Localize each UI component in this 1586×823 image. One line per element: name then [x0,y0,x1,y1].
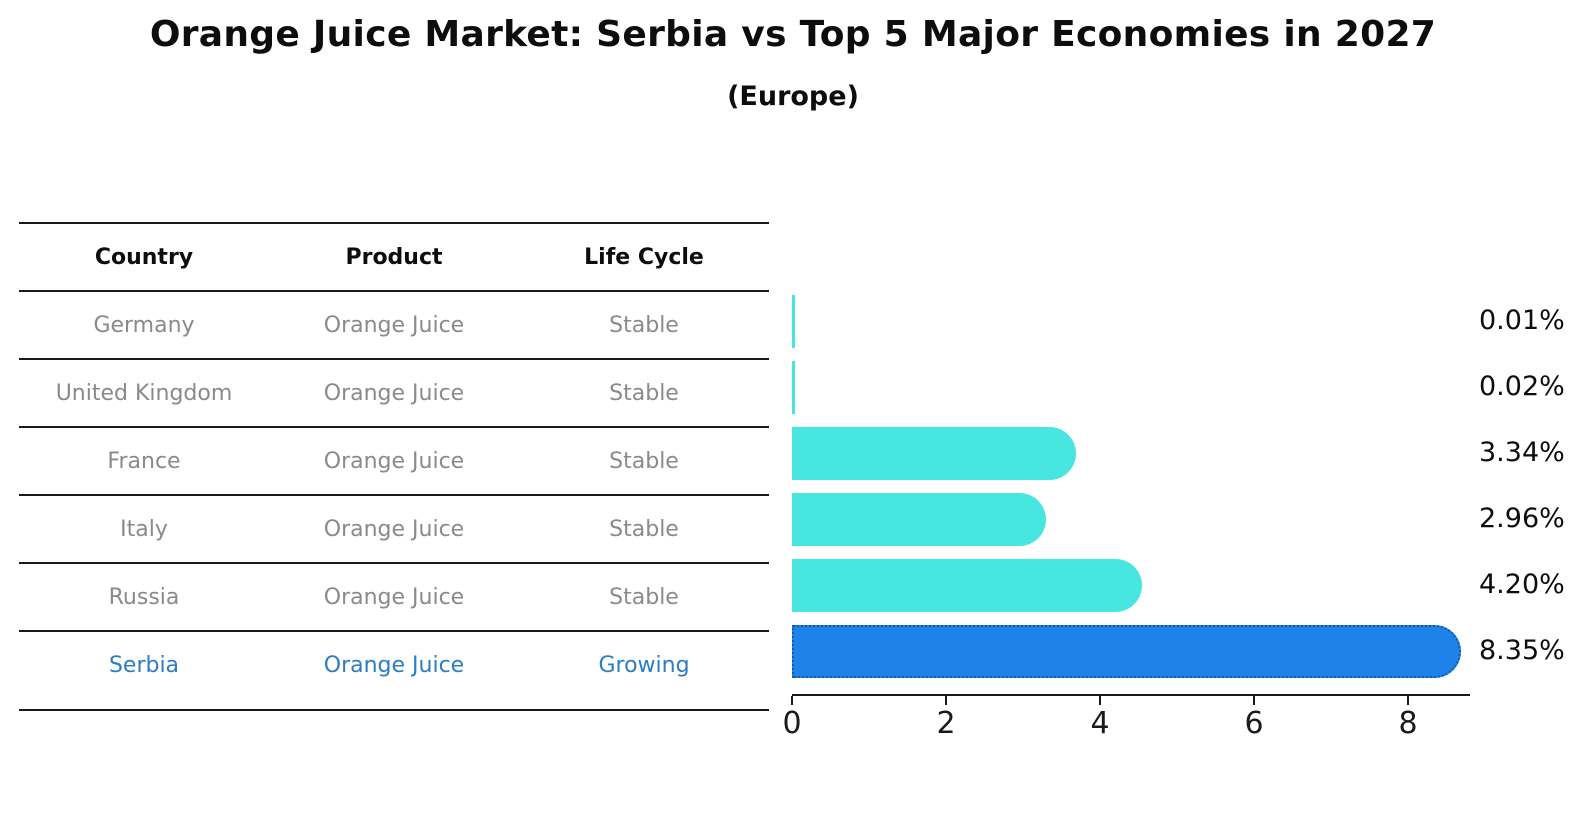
table-row-italy: Italy Orange Juice Stable [19,494,769,562]
table-header-country: Country [94,244,194,270]
cell-life-cycle: Stable [609,448,679,474]
bar-serbia [792,624,1462,678]
cell-life-cycle: Stable [609,584,679,610]
cell-product: Orange Juice [323,516,465,542]
x-axis-tick-label-6: 6 [1244,706,1264,741]
cell-country: Germany [93,312,195,338]
cell-product: Orange Juice [323,584,465,610]
cell-country: Serbia [108,652,180,678]
x-axis-line [792,694,1470,696]
cell-product: Orange Juice [323,652,465,678]
table-row-united-kingdom: United Kingdom Orange Juice Stable [19,358,769,426]
bar-france [792,426,1076,480]
table-bottom-spacer [19,698,769,709]
chart-subtitle: (Europe) [727,81,859,112]
value-label-france: 3.34% [1479,437,1565,468]
x-axis-tick-6 [1252,696,1256,705]
bar-russia [792,558,1142,612]
cell-country: France [107,448,181,474]
table-row-germany: Germany Orange Juice Stable [19,290,769,358]
x-axis-tick-label-0: 0 [782,706,802,741]
bar-italy [792,492,1047,546]
x-axis-tick-4 [1098,696,1102,705]
x-axis-tick-8 [1406,696,1410,705]
cell-life-cycle: Stable [609,516,679,542]
value-label-united-kingdom: 0.02% [1479,371,1565,402]
x-axis-tick-2 [944,696,948,705]
comparison-table: Country Product Life Cycle Germany Orang… [19,222,769,711]
cell-life-cycle: Stable [609,312,679,338]
x-axis-tick-label-8: 8 [1398,706,1418,741]
table-bottom-line [19,709,769,711]
value-label-russia: 4.20% [1479,569,1565,600]
cell-product: Orange Juice [323,448,465,474]
table-header-product: Product [345,244,443,270]
cell-life-cycle: Growing [598,652,690,678]
bar-germany [792,294,795,348]
value-label-serbia: 8.35% [1479,635,1565,666]
bar-united-kingdom [792,360,795,414]
x-axis-tick-label-4: 4 [1090,706,1110,741]
table-row-serbia: Serbia Orange Juice Growing [19,630,769,698]
value-label-germany: 0.01% [1479,305,1565,336]
cell-country: Russia [108,584,180,610]
table-row-france: France Orange Juice Stable [19,426,769,494]
table-header-life-cycle: Life Cycle [584,244,704,270]
cell-country: Italy [120,516,168,542]
table-row-russia: Russia Orange Juice Stable [19,562,769,630]
value-label-italy: 2.96% [1479,503,1565,534]
cell-country: United Kingdom [55,380,233,406]
chart-title: Orange Juice Market: Serbia vs Top 5 Maj… [149,14,1437,55]
cell-product: Orange Juice [323,312,465,338]
table-header-row: Country Product Life Cycle [19,222,769,290]
x-axis-tick-label-2: 2 [936,706,956,741]
x-axis-tick-0 [790,696,794,705]
cell-life-cycle: Stable [609,380,679,406]
cell-product: Orange Juice [323,380,465,406]
